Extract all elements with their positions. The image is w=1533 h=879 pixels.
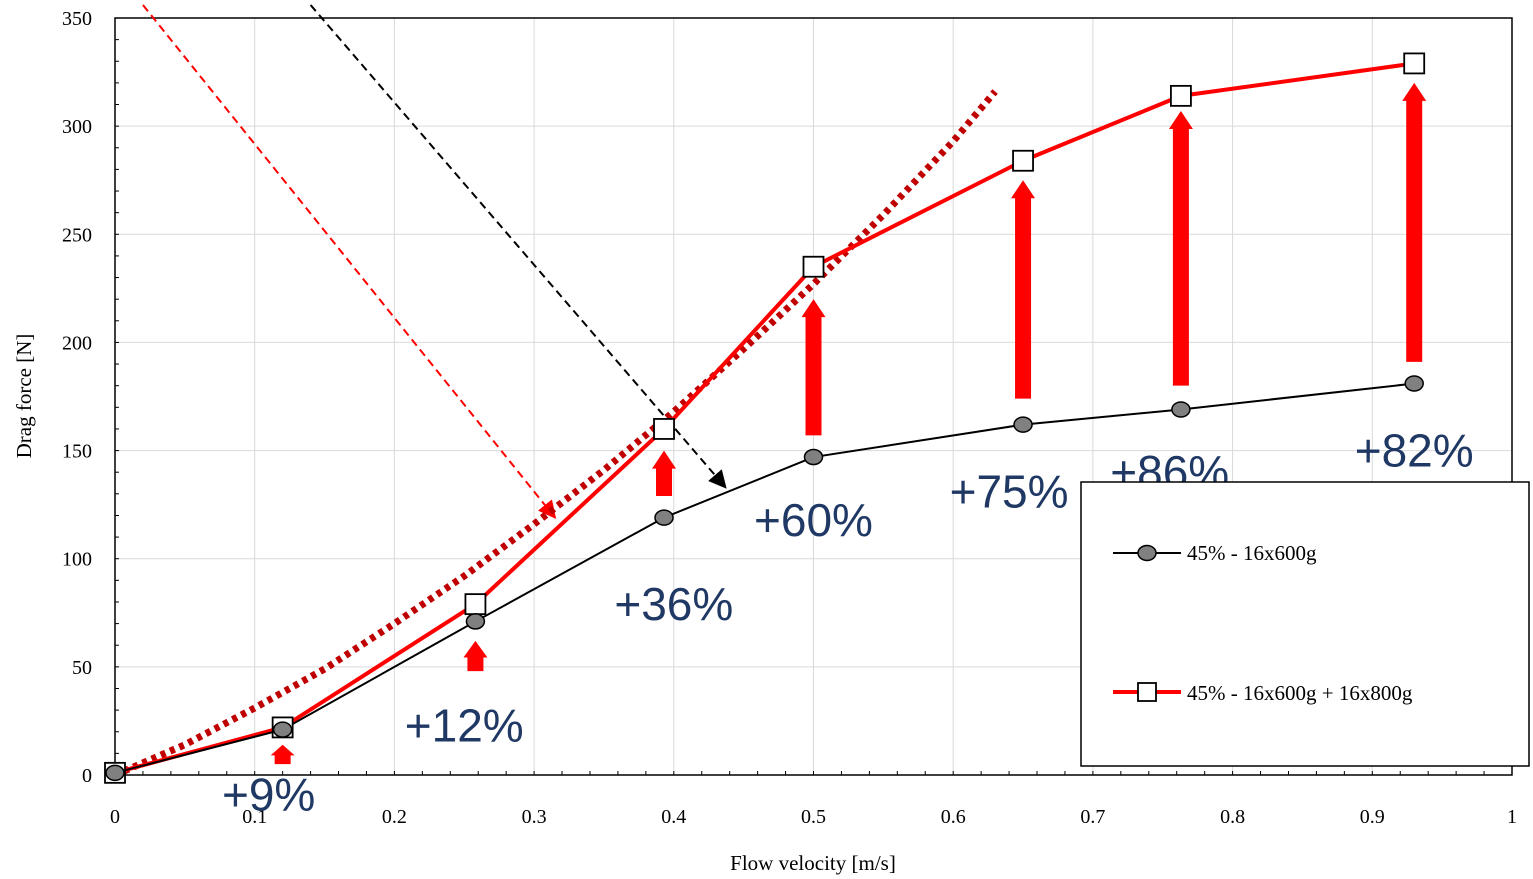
x-tick-label: 0.8 — [1220, 806, 1245, 828]
square-marker — [1170, 84, 1192, 107]
circle-marker — [1013, 416, 1033, 433]
axes — [114, 17, 1513, 776]
legend: 45% - 16x600g 45% - 16x600g + 16x800g — [1080, 481, 1530, 767]
y-tick-label: 50 — [72, 657, 92, 679]
tick-labels: 0 0.1 0.2 0.3 0.4 0.5 0.6 0.7 0.8 0.9 1 0 50 100 150 20… — [62, 8, 1517, 828]
increase-arrow — [270, 744, 295, 765]
legend-box — [1080, 481, 1530, 767]
circle-marker — [1404, 375, 1424, 392]
series-lines — [104, 52, 1426, 784]
percent-increase-label: +82% — [1355, 425, 1474, 477]
x-tick-label: 0.2 — [382, 806, 407, 828]
circle-marker — [803, 448, 824, 466]
y-axis-title: Drag force [N] — [12, 334, 36, 459]
square-marker — [464, 593, 487, 616]
square-marker — [1403, 52, 1426, 75]
increase-arrow — [1168, 111, 1193, 386]
y-tick-label: 100 — [62, 549, 92, 571]
increase-arrows — [270, 82, 1427, 765]
legend-marker-square — [1137, 682, 1157, 702]
x-axis-title: Flow velocity [m/s] — [730, 851, 896, 875]
pointer-arrow — [309, 4, 727, 489]
increase-arrow — [1402, 82, 1427, 362]
legend-label-series-1: 45% - 16x600g — [1187, 541, 1317, 565]
increase-arrow — [463, 640, 488, 672]
increase-arrow — [1011, 180, 1036, 399]
x-tick-label: 1 — [1507, 806, 1517, 828]
x-tick-label: 0.9 — [1360, 806, 1385, 828]
series-line-black — [114, 382, 1415, 774]
circle-marker — [465, 613, 486, 630]
circle-marker — [654, 509, 674, 526]
percent-increase-label: +75% — [950, 466, 1069, 518]
circle-marker — [105, 764, 125, 782]
legend-marker-circle — [1137, 544, 1157, 562]
x-tick-label: 0.5 — [801, 806, 826, 828]
x-tick-label: 0.1 — [242, 806, 267, 828]
x-tick-label: 0.7 — [1080, 806, 1105, 828]
percent-labels: +9%+12%+36%+60%+75% +86% +82% — [222, 425, 1474, 821]
x-tick-label: 0.6 — [941, 806, 966, 828]
circle-marker — [272, 721, 293, 738]
square-marker — [653, 418, 675, 440]
x-tick-label: 0.4 — [661, 806, 686, 828]
y-tick-label: 200 — [62, 332, 92, 354]
trend-curve-line — [115, 89, 998, 775]
pointer-arrows — [142, 4, 727, 520]
y-tick-label: 300 — [62, 116, 92, 138]
x-tick-label: 0 — [110, 806, 120, 828]
trend-curve — [115, 89, 998, 775]
circle-marker — [1171, 401, 1191, 418]
increase-arrow — [652, 450, 677, 496]
percent-increase-label: +12% — [405, 699, 524, 751]
y-tick-label: 0 — [82, 765, 92, 787]
y-tick-label: 350 — [62, 8, 92, 30]
percent-increase-label: +36% — [614, 578, 733, 630]
percent-increase-label: +9% — [222, 768, 315, 820]
series-line-red — [114, 61, 1415, 775]
y-tick-label: 150 — [62, 441, 92, 463]
percent-increase-label: +60% — [754, 494, 873, 546]
x-tick-label: 0.3 — [522, 806, 547, 828]
square-marker — [1012, 149, 1034, 172]
pointer-arrow — [142, 4, 557, 520]
legend-label-series-2: 45% - 16x600g + 16x800g — [1187, 681, 1413, 705]
square-marker — [802, 255, 825, 278]
y-tick-label: 250 — [62, 224, 92, 246]
increase-arrow — [801, 299, 826, 436]
